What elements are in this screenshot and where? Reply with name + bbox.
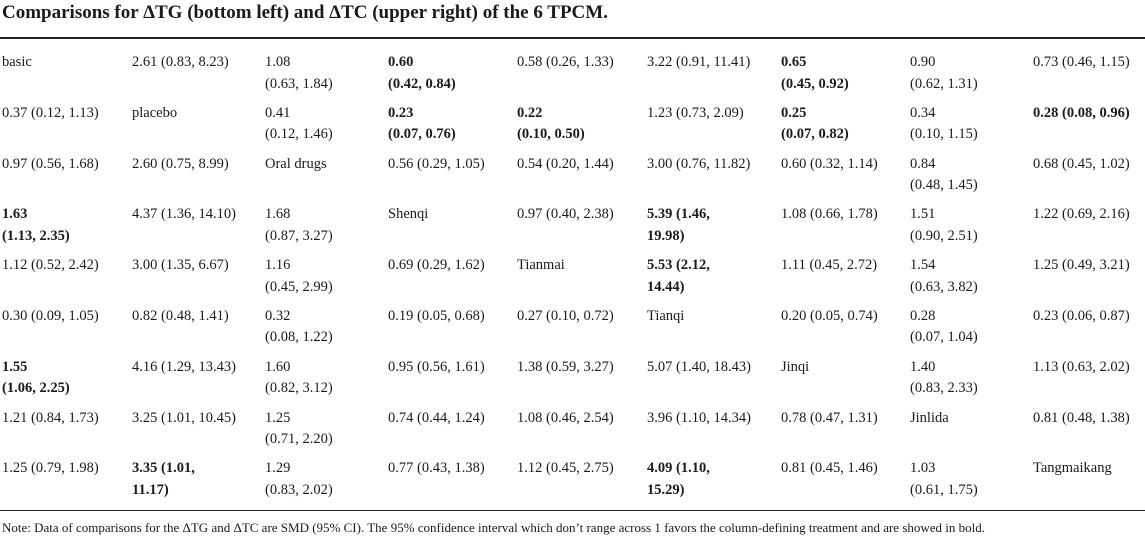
smd-cell: 0.82 (0.48, 1.41) (132, 307, 229, 324)
smd-cell: 0.90 (0.62, 1.31) (910, 54, 978, 92)
comparison-table: basic 2.61 (0.83, 8.23) 1.08 (0.63, 1.84) 0… (0, 52, 1145, 509)
smd-cell: 1.55 (1.06, 2.25) (2, 358, 70, 397)
treatment-label-cell: Oral drugs (265, 155, 327, 172)
smd-cell: 0.28 (0.08, 0.96) (1033, 104, 1130, 121)
table-row: 1.25 (0.79, 1.98) 3.35 (1.01, 11.17) 1.29 … (0, 458, 1145, 509)
smd-cell: 0.30 (0.09, 1.05) (2, 307, 99, 324)
smd-cell: 2.61 (0.83, 8.23) (132, 54, 229, 70)
smd-cell: 0.74 (0.44, 1.24) (388, 409, 485, 426)
table-row: 0.97 (0.56, 1.68) 2.60 (0.75, 8.99) Oral d… (0, 154, 1145, 205)
smd-cell: 0.68 (0.45, 1.02) (1033, 155, 1130, 172)
smd-cell: 0.65 (0.45, 0.92) (781, 54, 849, 92)
smd-cell: 1.08 (0.46, 2.54) (517, 409, 614, 426)
smd-cell: 0.20 (0.05, 0.74) (781, 307, 878, 324)
table-row: 1.12 (0.52, 2.42) 3.00 (1.35, 6.67) 1.16 (… (0, 255, 1145, 306)
smd-cell: 0.27 (0.10, 0.72) (517, 307, 614, 324)
smd-cell: 3.00 (1.35, 6.67) (132, 257, 229, 274)
smd-cell: 1.63 (1.13, 2.35) (2, 206, 70, 244)
smd-cell: 0.28 (0.07, 1.04) (910, 307, 978, 346)
smd-cell: 1.21 (0.84, 1.73) (2, 409, 99, 426)
smd-cell: 0.60 (0.32, 1.14) (781, 155, 878, 172)
smd-cell: 0.77 (0.43, 1.38) (388, 460, 485, 477)
smd-cell: 2.60 (0.75, 8.99) (132, 155, 229, 172)
table-note: Note: Data of comparisons for the ΔTG an… (2, 520, 986, 535)
treatment-label-cell: Jinqi (781, 358, 810, 375)
smd-cell: 1.03 (0.61, 1.75) (910, 460, 978, 498)
smd-cell: 0.25 (0.07, 0.82) (781, 104, 849, 143)
smd-cell: 1.16 (0.45, 2.99) (265, 257, 333, 295)
smd-cell: 0.78 (0.47, 1.31) (781, 409, 878, 426)
smd-cell: 0.37 (0.12, 1.13) (2, 104, 99, 121)
smd-cell: 0.54 (0.20, 1.44) (517, 155, 614, 172)
table-row: 0.37 (0.12, 1.13) placebo 0.41 (0.12, 1.46… (0, 103, 1145, 154)
smd-cell: 1.08 (0.63, 1.84) (265, 54, 333, 92)
smd-cell: 3.35 (1.01, 11.17) (132, 460, 195, 498)
smd-cell: 0.95 (0.56, 1.61) (388, 358, 485, 375)
smd-cell: 3.00 (0.76, 11.82) (647, 155, 751, 172)
smd-cell: 0.84 (0.48, 1.45) (910, 155, 978, 194)
smd-cell: 5.53 (2.12, 14.44) (647, 257, 710, 295)
smd-cell: 0.97 (0.40, 2.38) (517, 206, 614, 223)
smd-cell: 1.08 (0.66, 1.78) (781, 206, 878, 223)
smd-cell: 1.25 (0.71, 2.20) (265, 409, 333, 448)
smd-cell: 0.56 (0.29, 1.05) (388, 155, 485, 172)
smd-cell: 3.96 (1.10, 14.34) (647, 409, 751, 426)
smd-cell: 1.40 (0.83, 2.33) (910, 358, 978, 397)
smd-cell: 5.39 (1.46, 19.98) (647, 206, 710, 244)
table-title: Comparisons for ΔTG (bottom left) and ΔT… (2, 2, 608, 23)
smd-cell: 0.19 (0.05, 0.68) (388, 307, 485, 324)
smd-cell: 0.73 (0.46, 1.15) (1033, 54, 1130, 70)
table-row: 1.55 (1.06, 2.25) 4.16 (1.29, 13.43) 1.60 … (0, 357, 1145, 408)
smd-cell: 0.58 (0.26, 1.33) (517, 54, 614, 70)
smd-cell: 0.81 (0.45, 1.46) (781, 460, 878, 477)
smd-cell: 1.68 (0.87, 3.27) (265, 206, 333, 244)
smd-cell: 1.11 (0.45, 2.72) (781, 257, 878, 274)
smd-cell: 0.22 (0.10, 0.50) (517, 104, 585, 143)
table-row: 1.63 (1.13, 2.35) 4.37 (1.36, 14.10) 1.68 … (0, 204, 1145, 255)
smd-cell: 1.12 (0.45, 2.75) (517, 460, 614, 477)
smd-cell: 1.54 (0.63, 3.82) (910, 257, 978, 295)
smd-cell: 1.38 (0.59, 3.27) (517, 358, 614, 375)
smd-cell: 1.25 (0.79, 1.98) (2, 460, 99, 477)
table-row: basic 2.61 (0.83, 8.23) 1.08 (0.63, 1.84) 0… (0, 52, 1145, 103)
smd-cell: 0.60 (0.42, 0.84) (388, 54, 456, 92)
smd-cell: 0.23 (0.06, 0.87) (1033, 307, 1130, 324)
smd-cell: 0.34 (0.10, 1.15) (910, 104, 978, 143)
treatment-label-cell: Tangmaikang (1033, 460, 1112, 477)
smd-cell: 5.07 (1.40, 18.43) (647, 358, 751, 375)
smd-cell: 1.23 (0.73, 2.09) (647, 104, 744, 121)
treatment-label-cell: Jinlida (910, 409, 949, 426)
smd-cell: 0.23 (0.07, 0.76) (388, 104, 456, 143)
treatment-label-cell: Tianqi (647, 307, 685, 324)
treatment-label-cell: Shenqi (388, 206, 429, 223)
table-row: 1.21 (0.84, 1.73) 3.25 (1.01, 10.45) 1.25 … (0, 408, 1145, 459)
top-rule (0, 37, 1145, 39)
smd-cell: 1.29 (0.83, 2.02) (265, 460, 333, 498)
smd-cell: 1.51 (0.90, 2.51) (910, 206, 978, 244)
smd-cell: 4.09 (1.10, 15.29) (647, 460, 710, 498)
treatment-label-cell: basic (2, 54, 32, 70)
table-row: 0.30 (0.09, 1.05) 0.82 (0.48, 1.41) 0.32 (… (0, 306, 1145, 357)
smd-cell: 0.97 (0.56, 1.68) (2, 155, 99, 172)
smd-cell: 1.60 (0.82, 3.12) (265, 358, 333, 397)
smd-cell: 4.16 (1.29, 13.43) (132, 358, 236, 375)
smd-cell: 1.25 (0.49, 3.21) (1033, 257, 1130, 274)
treatment-label-cell: Tianmai (517, 257, 565, 274)
smd-cell: 1.22 (0.69, 2.16) (1033, 206, 1130, 223)
smd-cell: 3.22 (0.91, 11.41) (647, 54, 751, 70)
smd-cell: 1.13 (0.63, 2.02) (1033, 358, 1130, 375)
smd-cell: 0.32 (0.08, 1.22) (265, 307, 333, 346)
treatment-label-cell: placebo (132, 104, 178, 121)
smd-cell: 0.81 (0.48, 1.38) (1033, 409, 1130, 426)
smd-cell: 1.12 (0.52, 2.42) (2, 257, 99, 274)
smd-cell: 4.37 (1.36, 14.10) (132, 206, 236, 223)
bottom-rule (0, 510, 1145, 511)
smd-cell: 0.69 (0.29, 1.62) (388, 257, 485, 274)
smd-cell: 3.25 (1.01, 10.45) (132, 409, 236, 426)
smd-cell: 0.41 (0.12, 1.46) (265, 104, 333, 143)
